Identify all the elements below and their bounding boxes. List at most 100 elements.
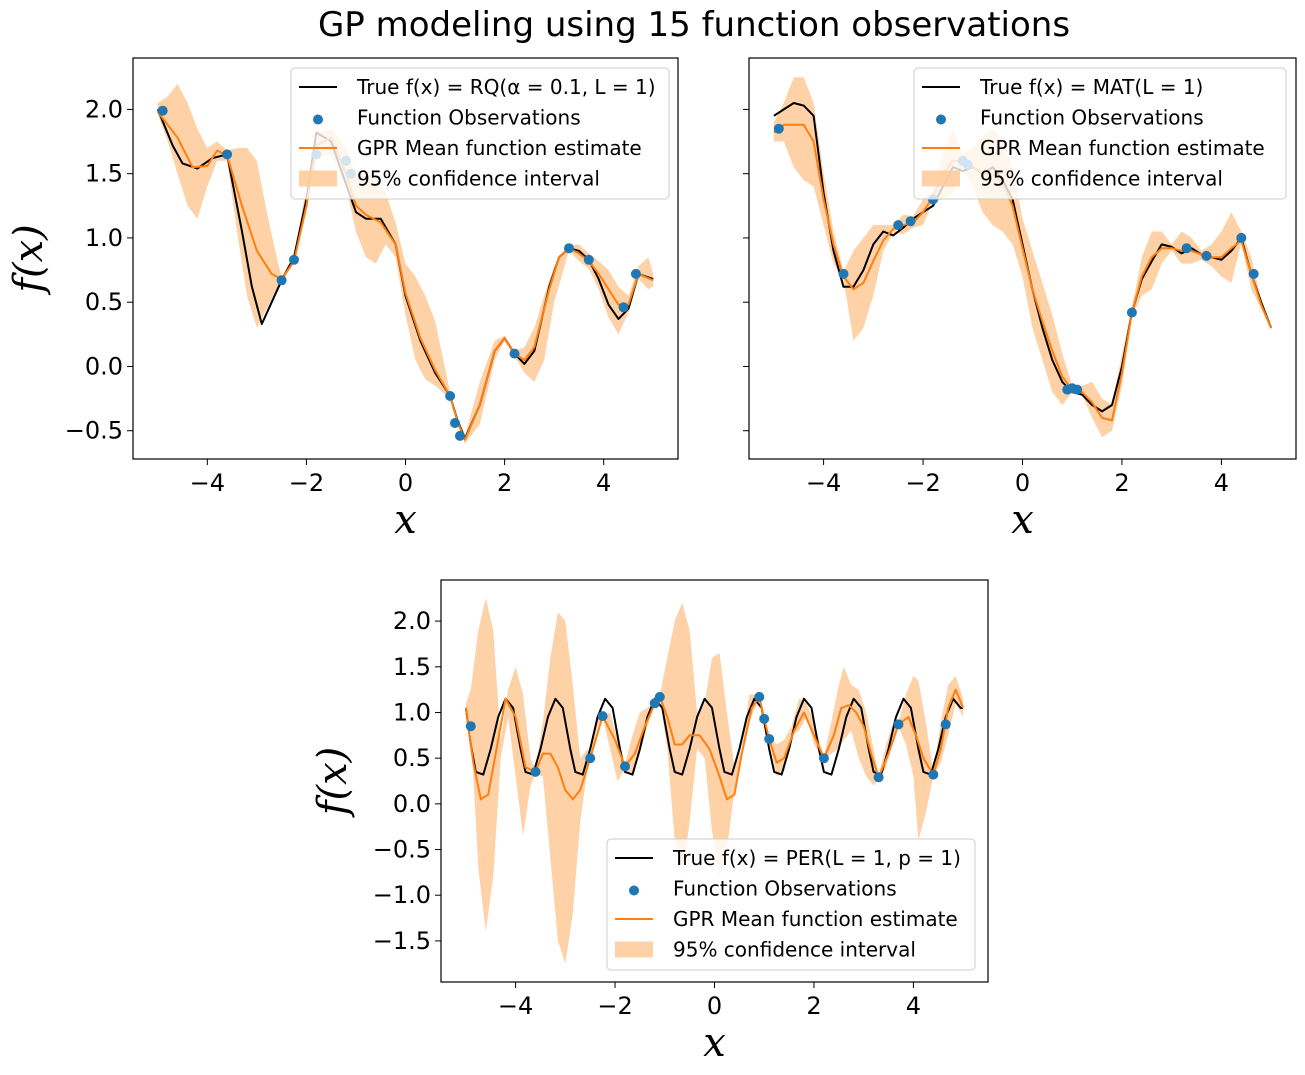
figure-title: GP modeling using 15 function observatio…	[318, 5, 1070, 45]
confidence-band	[465, 598, 964, 964]
x-tick-label: 2	[1114, 469, 1129, 497]
plot-area	[464, 598, 965, 964]
legend-label: Function Observations	[673, 877, 897, 901]
legend-handle-ci	[922, 170, 960, 187]
legend-label: GPR Mean function estimate	[980, 136, 1265, 160]
legend-label: 95% confidence interval	[673, 938, 916, 962]
legend-handle-ci	[615, 941, 653, 958]
observation-point	[754, 691, 765, 702]
observation-point	[654, 691, 665, 702]
y-tick-label: −0.5	[373, 836, 431, 864]
observation-point	[905, 216, 916, 227]
x-tick-label: −4	[190, 469, 225, 497]
observation-point	[1126, 307, 1137, 318]
x-tick-label: 2	[497, 469, 512, 497]
observation-point	[583, 254, 594, 265]
y-tick-label: −0.5	[65, 417, 123, 445]
observation-point	[764, 734, 775, 744]
observation-point	[773, 123, 784, 134]
x-tick-label: −4	[498, 992, 533, 1020]
y-tick-label: 2.0	[85, 95, 123, 123]
y-tick-label: 1.0	[393, 698, 431, 726]
y-tick-label: 0.0	[393, 790, 431, 818]
observation-point	[289, 254, 299, 265]
y-tick-label: 2.0	[393, 607, 431, 635]
legend-label: GPR Mean function estimate	[673, 907, 958, 931]
legend-label: Function Observations	[980, 106, 1204, 130]
x-tick-label: 0	[398, 469, 413, 497]
confidence-band	[773, 77, 1272, 438]
x-axis-label: x	[1011, 497, 1034, 543]
legend-label: 95% confidence interval	[980, 167, 1223, 191]
observation-point	[759, 713, 770, 724]
chart-panel-bottom: −4 −2 0 2 4−1.5−1.0−0.50.00.51.01.52.0xf(x) …	[310, 579, 989, 1066]
x-tick-label: −2	[905, 469, 940, 497]
chart-panel-top-left: −4 −2 0 2 4 −0.5 0.0 0.5 1.0 1.5 2.0 x f(x) True f(x…	[6, 57, 679, 543]
y-axis-label: f(x)	[310, 747, 356, 819]
legend-handle-ci	[299, 170, 337, 187]
observation-point	[620, 761, 630, 772]
legend-label: True f(x) = RQ(α = 0.1, L = 1)	[356, 75, 656, 99]
observation-point	[940, 719, 951, 730]
observation-point	[818, 753, 829, 764]
y-tick-label: −1.5	[373, 927, 431, 955]
legend-label: 95% confidence interval	[357, 167, 600, 191]
observation-point	[157, 105, 168, 116]
observation-point	[585, 753, 596, 764]
observation-point	[564, 243, 574, 254]
observation-point	[509, 348, 520, 359]
plot-area	[773, 77, 1273, 438]
x-tick-label: −2	[597, 992, 632, 1020]
x-tick-label: −2	[289, 469, 324, 497]
observation-point	[1072, 384, 1083, 395]
legend-label: True f(x) = MAT(L = 1)	[979, 75, 1203, 99]
observation-point	[893, 719, 904, 730]
observation-point	[1236, 232, 1247, 243]
y-tick-label: 1.5	[393, 653, 431, 681]
observation-point	[630, 268, 641, 279]
x-axis-label: x	[394, 497, 417, 543]
y-tick-label: 1.5	[85, 160, 123, 188]
y-tick-label: 0.5	[85, 288, 123, 316]
legend: True f(x) = PER(L = 1, p = 1) Function Ob…	[606, 838, 976, 971]
observation-point	[450, 418, 460, 428]
legend: True f(x) = MAT(L = 1) Function Observati…	[913, 67, 1287, 200]
legend-handle-obs	[313, 114, 323, 125]
gpr-mean-line	[157, 111, 654, 441]
chart-panel-top-right: −4 −2 0 2 4 x True f(x) = MAT(L = 1) Function …	[743, 57, 1297, 543]
observation-point	[838, 268, 849, 279]
x-axis-label: x	[703, 1020, 726, 1066]
observation-point	[893, 220, 904, 231]
x-tick-label: 4	[906, 992, 921, 1020]
observation-point	[455, 430, 465, 441]
observation-point	[276, 275, 287, 286]
observation-point	[928, 769, 939, 780]
observation-point	[1201, 250, 1212, 261]
legend-box	[606, 838, 976, 971]
x-tick-label: 4	[596, 469, 611, 497]
y-axis-label: f(x)	[6, 224, 52, 296]
x-tick-label: 0	[1015, 469, 1030, 497]
legend-label: GPR Mean function estimate	[357, 136, 642, 160]
legend-handle-obs	[936, 114, 946, 125]
y-tick-label: 0.0	[85, 352, 123, 380]
observation-point	[1248, 268, 1259, 279]
legend-label: Function Observations	[357, 106, 581, 130]
observation-point	[873, 772, 884, 783]
observation-point	[530, 766, 541, 777]
y-tick-label: 0.5	[393, 744, 431, 772]
x-tick-label: 2	[806, 992, 821, 1020]
y-tick-label: 1.0	[85, 224, 123, 252]
observation-point	[445, 391, 456, 401]
legend-handle-obs	[629, 885, 639, 896]
x-tick-label: 4	[1214, 469, 1229, 497]
observation-point	[597, 711, 608, 722]
legend-box	[290, 67, 670, 200]
observation-point	[1181, 243, 1192, 254]
x-tick-label: −4	[806, 469, 841, 497]
observation-point	[618, 302, 629, 313]
observation-point	[222, 149, 233, 160]
legend: True f(x) = RQ(α = 0.1, L = 1) Function O…	[290, 67, 670, 200]
y-tick-label: −1.0	[373, 881, 431, 909]
